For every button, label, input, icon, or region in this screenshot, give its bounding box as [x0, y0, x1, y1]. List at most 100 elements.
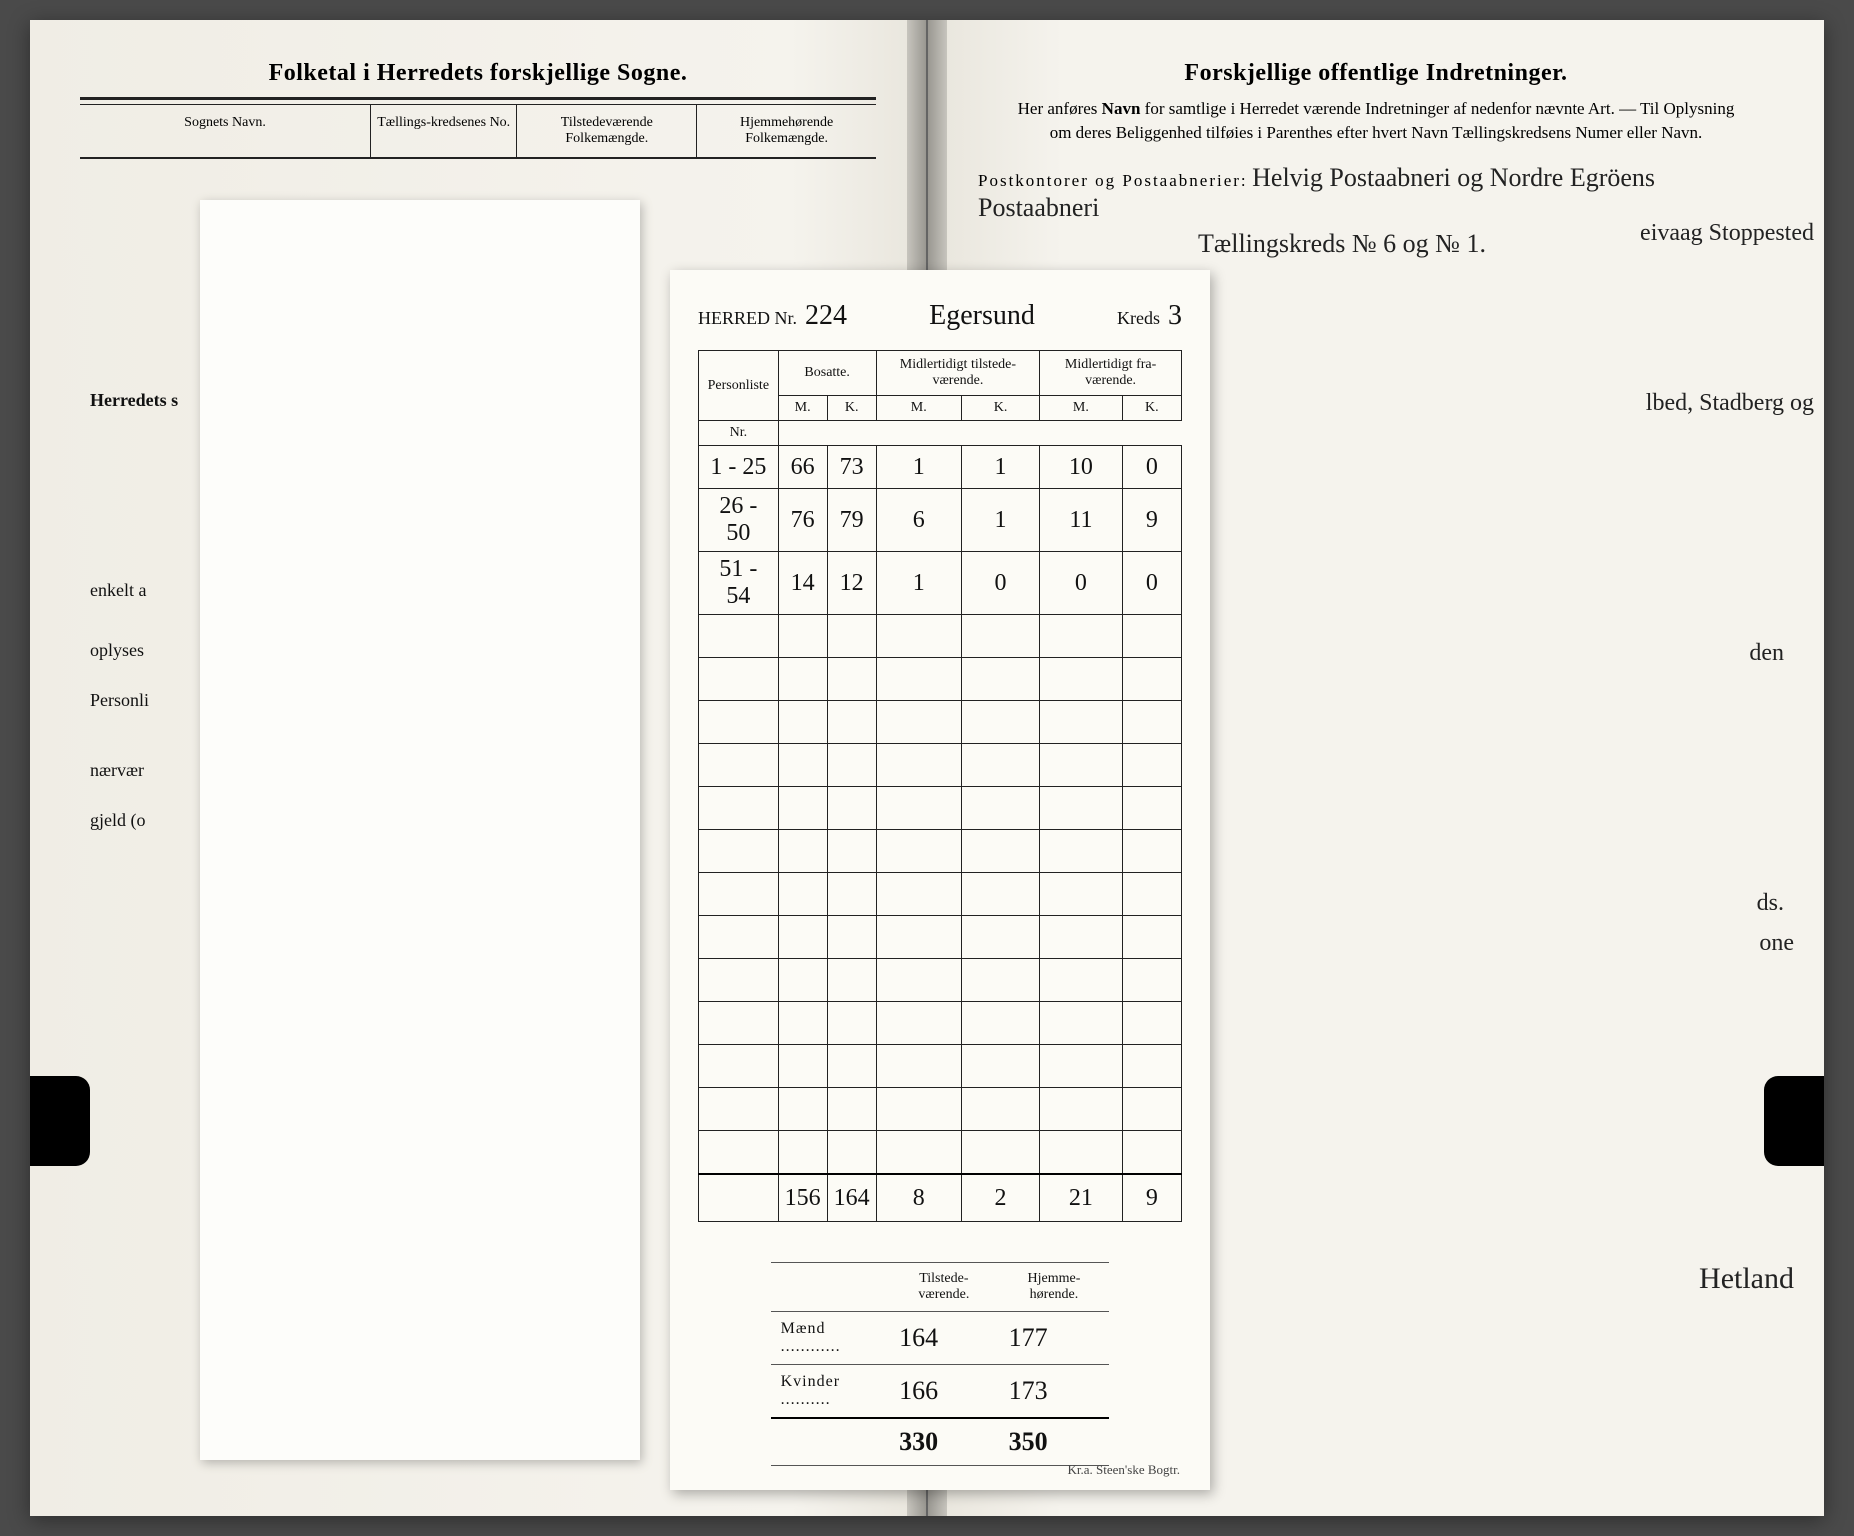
cell-nr: 26 - 50 [699, 489, 779, 552]
table-row-empty [699, 873, 1182, 916]
cell-tm: 6 [876, 489, 961, 552]
table-row: 26 - 50767961119 [699, 489, 1182, 552]
cell-fm: 11 [1040, 489, 1122, 552]
table-row-empty [699, 787, 1182, 830]
sum-tot-t: 330 [889, 1418, 998, 1466]
herred-label: HERRED Nr. [698, 308, 797, 329]
frag-enkelt: enkelt a [90, 580, 146, 601]
col-sogn: Sognets Navn. [80, 105, 371, 157]
tot-bk: 164 [827, 1174, 876, 1222]
th-tilstede: Midlertidigt tilstede-værende. [876, 351, 1040, 396]
table-row-empty [699, 959, 1182, 1002]
th-tk: K. [961, 396, 1039, 421]
right-title: Forskjellige offentlige Indretninger. [978, 60, 1774, 87]
kreds-nr: 3 [1168, 300, 1182, 332]
cell-tk: 0 [961, 552, 1039, 615]
sum-th-tilstede: Tilstede-værende. [889, 1263, 998, 1312]
summary-table: Tilstede-værende. Hjemme-hørende. Mænd .… [771, 1262, 1110, 1466]
overlay-form: HERRED Nr. 224 Egersund Kreds 3 Personli… [670, 270, 1210, 1490]
sum-tot-h: 350 [999, 1418, 1110, 1466]
post-script-2: Tællingskreds № 6 og № 1. [1198, 229, 1486, 258]
post-line: Postkontorer og Postaabnerier: Helvig Po… [978, 163, 1774, 223]
cell-bm: 66 [778, 446, 827, 489]
col-tilstede: Tilstedeværende Folkemængde. [517, 105, 697, 157]
kreds-label: Kreds [1117, 308, 1160, 329]
tot-tk: 2 [961, 1174, 1039, 1222]
th-bosatte: Bosatte. [778, 351, 876, 396]
form-header: HERRED Nr. 224 Egersund Kreds 3 [698, 300, 1182, 332]
frag-r1: eivaag Stoppested [1640, 220, 1814, 247]
th-bk: K. [827, 396, 876, 421]
th-bm: M. [778, 396, 827, 421]
left-table-header: Sognets Navn. Tællings-kredsenes No. Til… [80, 104, 876, 158]
tot-blank [699, 1174, 779, 1222]
cell-bm: 14 [778, 552, 827, 615]
tot-bm: 156 [778, 1174, 827, 1222]
tot-fk: 9 [1122, 1174, 1181, 1222]
overlay-blank-left [200, 200, 640, 1460]
tot-fm: 21 [1040, 1174, 1122, 1222]
form-totals: 156 164 8 2 21 9 [699, 1174, 1182, 1222]
sum-kvinder-t: 166 [889, 1365, 998, 1419]
frag-oplyses: oplyses [90, 640, 144, 661]
sum-kvinder-label: Kvinder .......... [771, 1365, 890, 1419]
th-fk: K. [1122, 396, 1181, 421]
table-row-empty [699, 1131, 1182, 1175]
cell-bk: 73 [827, 446, 876, 489]
cell-fk: 0 [1122, 446, 1181, 489]
col-hjemme: Hjemmehørende Folkemængde. [697, 105, 876, 157]
table-row-empty [699, 701, 1182, 744]
th-frav: Midlertidigt fra-værende. [1040, 351, 1182, 396]
frag-r5: one [1759, 930, 1794, 957]
sum-maend-t: 164 [889, 1312, 998, 1365]
cell-tm: 1 [876, 552, 961, 615]
cell-nr: 51 - 54 [699, 552, 779, 615]
cell-tm: 1 [876, 446, 961, 489]
rule-thin [80, 158, 876, 159]
intro-text: Her anføres Navn for samtlige i Herredet… [1008, 97, 1744, 145]
cell-nr: 1 - 25 [699, 446, 779, 489]
table-row-empty [699, 830, 1182, 873]
binding-tab-right [1764, 1076, 1824, 1166]
frag-sign: Hetland [1699, 1262, 1794, 1296]
frag-r4: ds. [1757, 890, 1784, 917]
cell-bk: 12 [827, 552, 876, 615]
cell-bm: 76 [778, 489, 827, 552]
rule [80, 97, 876, 100]
cell-bk: 79 [827, 489, 876, 552]
sum-kvinder-h: 173 [999, 1365, 1110, 1419]
th-personliste: Personliste [699, 351, 779, 421]
book-spread: Folketal i Herredets forskjellige Sogne.… [30, 20, 1824, 1516]
cell-fk: 9 [1122, 489, 1181, 552]
frag-r2: lbed, Stadberg og [1646, 390, 1814, 417]
table-row-empty [699, 1088, 1182, 1131]
sum-th-hjemme: Hjemme-hørende. [999, 1263, 1110, 1312]
sum-maend-label: Mænd ............ [771, 1312, 890, 1365]
form-empty [699, 615, 1182, 1175]
table-row-empty [699, 744, 1182, 787]
footer-note: Kr.a. Steen'ske Bogtr. [1068, 1462, 1180, 1478]
tot-tm: 8 [876, 1174, 961, 1222]
cell-fm: 10 [1040, 446, 1122, 489]
table-row-empty [699, 1002, 1182, 1045]
th-nr: Nr. [699, 421, 779, 446]
table-row-empty [699, 615, 1182, 658]
post-label: Postkontorer og Postaabnerier: [978, 171, 1248, 190]
cell-fm: 0 [1040, 552, 1122, 615]
frag-naerv: nærvær [90, 760, 144, 781]
sum-maend-h: 177 [999, 1312, 1110, 1365]
frag-r3: den [1749, 640, 1784, 667]
binding-tab-left [30, 1076, 90, 1166]
th-fm: M. [1040, 396, 1122, 421]
table-row-empty [699, 658, 1182, 701]
cell-tk: 1 [961, 446, 1039, 489]
col-kreds: Tællings-kredsenes No. [371, 105, 517, 157]
cell-tk: 1 [961, 489, 1039, 552]
frag-personli: Personli [90, 690, 149, 711]
frag-herredets: Herredets s [90, 390, 178, 411]
cell-fk: 0 [1122, 552, 1181, 615]
form-table: Personliste Bosatte. Midlertidigt tilste… [698, 350, 1182, 1222]
herred-nr: 224 [805, 300, 847, 332]
left-title: Folketal i Herredets forskjellige Sogne. [80, 60, 876, 87]
frag-gjeld: gjeld (o [90, 810, 146, 831]
